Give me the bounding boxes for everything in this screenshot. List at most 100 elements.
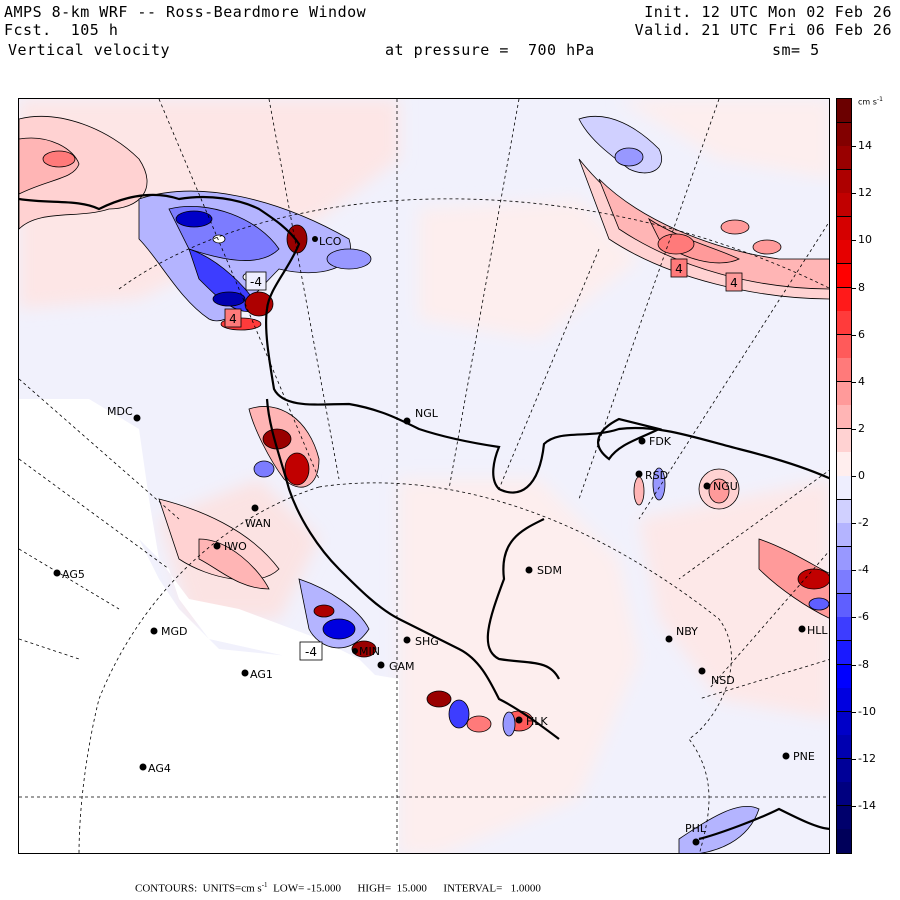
contour-info: CONTOURS: UNITS=cm s-1 LOW= -15.000 HIGH… <box>135 881 541 895</box>
colorbar-segment <box>837 452 851 477</box>
station-RSD[interactable]: RSD <box>635 469 669 482</box>
svg-text:RSD: RSD <box>645 469 668 482</box>
colorbar-tick-label: 12 <box>858 186 872 200</box>
station-PNE[interactable]: PNE <box>782 750 815 763</box>
svg-text:AG1: AG1 <box>250 668 273 681</box>
colorbar-tick-label: -2 <box>858 516 869 530</box>
colorbar-tick-label: -4 <box>858 563 869 577</box>
svg-text:SDM: SDM <box>537 564 562 577</box>
colorbar-units: cm s-1 <box>858 96 883 107</box>
colorbar-segment <box>837 405 851 430</box>
colorbar-segment <box>837 381 851 406</box>
station-HLL[interactable]: HLL <box>798 624 829 637</box>
colorbar-tick <box>852 381 856 383</box>
station-HLK[interactable]: HLK <box>515 715 549 728</box>
colorbar-segment <box>837 216 851 241</box>
pressure-level: at pressure = 700 hPa <box>385 41 595 59</box>
colorbar-tick-label: -14 <box>858 798 876 812</box>
map-panel[interactable]: -4 4 4 4 -4 MDC NGL FDK RSD <box>18 98 830 854</box>
colorbar-segment <box>837 805 851 830</box>
station-IWO[interactable]: IWO <box>213 540 248 553</box>
smoothing: sm= 5 <box>772 41 820 59</box>
station-MDC[interactable]: MDC <box>107 405 141 422</box>
station-LCO[interactable]: LCO <box>312 235 342 248</box>
station-NSD[interactable]: NSD <box>698 667 735 688</box>
forecast-hour: Fcst. 105 h <box>4 21 119 39</box>
field-name: Vertical velocity <box>8 41 171 59</box>
station-GAM[interactable]: GAM <box>377 660 415 673</box>
station-NGL[interactable]: NGL <box>403 407 439 425</box>
valid-time: Valid. 21 UTC Fri 06 Feb 26 <box>634 21 892 39</box>
colorbar-segment <box>837 523 851 548</box>
map-canvas: -4 4 4 4 -4 MDC NGL FDK RSD <box>19 99 829 853</box>
colorbar-segment <box>837 829 851 854</box>
station-AG5[interactable]: AG5 <box>53 568 85 581</box>
colorbar-segment <box>837 735 851 760</box>
colorbar <box>836 98 852 854</box>
station-AG1[interactable]: AG1 <box>241 668 273 681</box>
colorbar-tick <box>852 428 856 430</box>
colorbar-segment <box>837 476 851 501</box>
station-NBY[interactable]: NBY <box>665 625 699 643</box>
colorbar-segment <box>837 334 851 359</box>
station-MGD[interactable]: MGD <box>150 625 188 638</box>
station-NGU[interactable]: NGU <box>703 480 738 493</box>
station-FDK[interactable]: FDK <box>638 435 672 448</box>
colorbar-tick-label: 4 <box>858 374 865 388</box>
plot-title: AMPS 8-km WRF -- Ross-Beardmore Window <box>4 3 367 21</box>
station-SHG[interactable]: SHG <box>403 635 439 648</box>
colorbar-tick-label: -10 <box>858 704 876 718</box>
colorbar-tick <box>852 664 856 666</box>
colorbar-segment <box>837 546 851 571</box>
station-AG4[interactable]: AG4 <box>139 762 171 775</box>
colorbar-tick-label: -8 <box>858 657 869 671</box>
svg-text:HLK: HLK <box>526 715 548 728</box>
svg-text:GAM: GAM <box>389 660 415 673</box>
colorbar-segment <box>837 240 851 265</box>
colorbar-segment <box>837 664 851 689</box>
negative-cluster-north <box>138 190 372 322</box>
colorbar-segment <box>837 782 851 807</box>
colorbar-tick <box>852 476 856 477</box>
svg-text:FDK: FDK <box>649 435 672 448</box>
coastline <box>19 193 829 841</box>
contour-label: 4 <box>224 308 242 328</box>
colorbar-tick <box>852 240 856 242</box>
terrain-mask <box>19 399 399 853</box>
colorbar-tick <box>852 758 856 760</box>
colorbar-segment <box>837 358 851 383</box>
colorbar-segment <box>837 263 851 288</box>
svg-text:MGD: MGD <box>161 625 188 638</box>
colorbar-tick <box>852 287 856 289</box>
svg-text:4: 4 <box>730 276 738 290</box>
colorbar-tick-label: 10 <box>858 233 872 247</box>
colorbar-tick <box>852 146 856 148</box>
svg-text:PNE: PNE <box>793 750 815 763</box>
contour-label: 4 <box>670 258 688 278</box>
svg-text:-4: -4 <box>250 275 262 289</box>
station-PHL[interactable]: PHL <box>685 822 707 846</box>
svg-text:4: 4 <box>229 312 237 326</box>
colorbar-tick-label: 6 <box>858 327 865 341</box>
colorbar-segment <box>837 311 851 336</box>
station-WAN[interactable]: WAN <box>245 504 271 531</box>
colorbar-tick <box>852 193 856 195</box>
svg-text:4: 4 <box>675 262 683 276</box>
contour-label: -4 <box>299 641 323 661</box>
colorbar-tick <box>852 711 856 713</box>
svg-text:SHG: SHG <box>415 635 439 648</box>
colorbar-tick <box>852 805 856 807</box>
colorbar-segment <box>837 593 851 618</box>
station-SDM[interactable]: SDM <box>525 564 562 577</box>
station-MIN[interactable]: MIN <box>352 645 380 658</box>
contour-labels: -4 4 4 4 -4 <box>224 258 743 661</box>
colorbar-segment <box>837 688 851 713</box>
colorbar-segment <box>837 169 851 194</box>
svg-text:NBY: NBY <box>676 625 698 638</box>
colorbar-segment <box>837 428 851 453</box>
positive-band-northeast <box>578 158 829 300</box>
colorbar-segment <box>837 146 851 171</box>
svg-text:NGU: NGU <box>713 480 738 493</box>
colorbar-tick <box>852 334 856 336</box>
svg-text:NSD: NSD <box>711 674 735 687</box>
